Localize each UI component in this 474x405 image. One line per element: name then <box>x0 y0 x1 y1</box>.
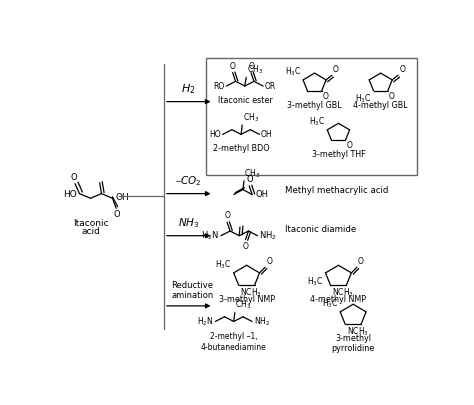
Bar <box>206 58 418 175</box>
Text: 4-methyl NMP: 4-methyl NMP <box>310 295 366 304</box>
Text: Itaconic: Itaconic <box>73 219 108 228</box>
Text: O: O <box>248 62 255 71</box>
Text: O: O <box>323 92 328 101</box>
Text: NCH$_3$: NCH$_3$ <box>332 287 354 299</box>
Text: H$_3$C: H$_3$C <box>356 92 372 105</box>
Text: 3-methyl GBL: 3-methyl GBL <box>287 101 342 110</box>
Text: Methyl methacrylic acid: Methyl methacrylic acid <box>285 186 389 195</box>
Text: 3-methyl THF: 3-methyl THF <box>311 149 365 159</box>
Text: Itaconic diamide: Itaconic diamide <box>285 225 356 234</box>
Text: 4-methyl GBL: 4-methyl GBL <box>354 101 408 110</box>
Text: CH$_3$: CH$_3$ <box>243 111 259 124</box>
Text: RO: RO <box>213 81 225 91</box>
Text: HO: HO <box>209 130 221 139</box>
Text: OR: OR <box>264 81 276 91</box>
Text: H$_3$C: H$_3$C <box>216 258 232 271</box>
Text: O: O <box>243 242 249 251</box>
Text: O: O <box>246 175 253 184</box>
Text: Itaconic ester: Itaconic ester <box>219 96 273 105</box>
Text: Reductive
amination: Reductive amination <box>171 281 214 300</box>
Text: 3-methyl
pyrrolidine: 3-methyl pyrrolidine <box>331 334 375 353</box>
Text: O: O <box>114 210 120 219</box>
Text: CH$_3$: CH$_3$ <box>235 299 251 311</box>
Text: O: O <box>71 173 77 182</box>
Text: H$_3$C: H$_3$C <box>285 66 301 78</box>
Text: OH: OH <box>116 193 129 202</box>
Text: H$_3$C: H$_3$C <box>307 276 324 288</box>
Text: O: O <box>399 65 405 74</box>
Text: O: O <box>358 257 364 266</box>
Text: H$_3$C: H$_3$C <box>309 116 326 128</box>
Text: OH: OH <box>256 190 269 199</box>
Text: NH$_2$: NH$_2$ <box>254 315 270 328</box>
Text: NCH$_3$: NCH$_3$ <box>346 326 368 338</box>
Text: CH$_3$: CH$_3$ <box>245 167 261 179</box>
Text: O: O <box>225 211 230 220</box>
Text: H$_2$: H$_2$ <box>182 82 196 96</box>
Text: O: O <box>266 257 272 266</box>
Text: HO: HO <box>64 190 77 199</box>
Text: acid: acid <box>81 227 100 236</box>
Text: 2-methyl BDO: 2-methyl BDO <box>213 144 269 153</box>
Text: O: O <box>333 65 339 74</box>
Text: CH$_3$: CH$_3$ <box>246 64 263 76</box>
Text: O: O <box>230 62 236 71</box>
Text: NH$_3$: NH$_3$ <box>178 216 200 230</box>
Text: H$_2$N: H$_2$N <box>197 315 213 328</box>
Text: 2-methyl –1,
4-butanediamine: 2-methyl –1, 4-butanediamine <box>201 333 266 352</box>
Text: –CO$_2$: –CO$_2$ <box>175 174 202 188</box>
Text: O: O <box>389 92 395 101</box>
Text: OH: OH <box>261 130 273 139</box>
Text: H$_2$N: H$_2$N <box>201 230 219 242</box>
Text: 3-methyl NMP: 3-methyl NMP <box>219 295 274 304</box>
Text: NCH$_3$: NCH$_3$ <box>240 287 262 299</box>
Text: NH$_2$: NH$_2$ <box>259 230 277 242</box>
Text: O: O <box>346 141 352 150</box>
Text: H$_3$C: H$_3$C <box>322 298 338 310</box>
